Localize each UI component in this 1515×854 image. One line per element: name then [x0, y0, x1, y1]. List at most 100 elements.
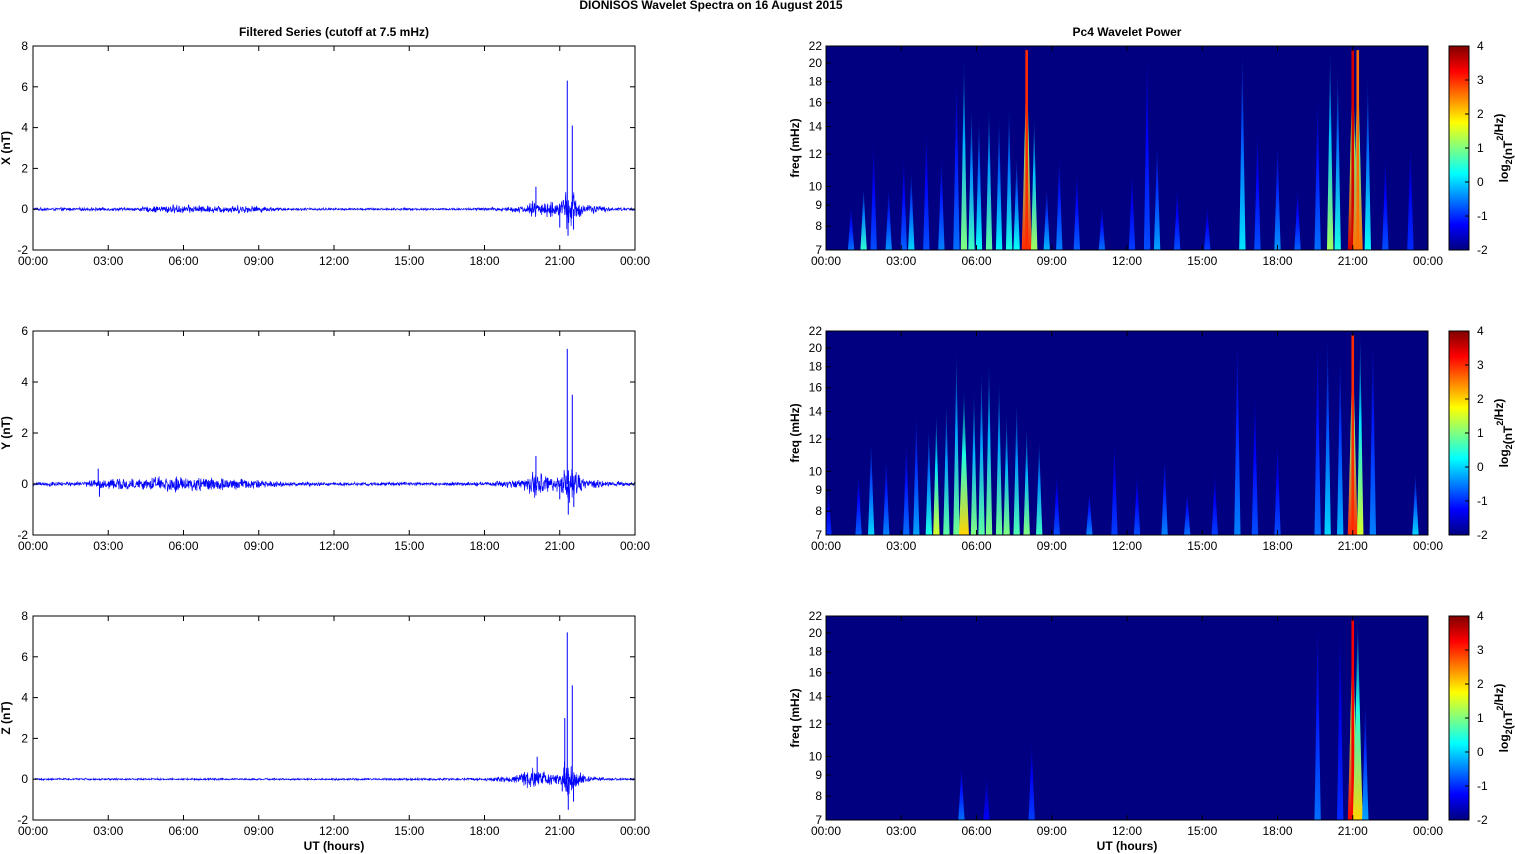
- z-series-ytick-label: 4: [21, 691, 28, 705]
- x-wavelet-streak: [995, 114, 1003, 250]
- x-wavelet-streak: [885, 186, 892, 250]
- x-wavelet-colorbar-label: log2(nT2/Hz): [1492, 114, 1515, 183]
- x-series-ytick-label: 8: [21, 39, 28, 53]
- x-wavelet-streak: [1005, 102, 1013, 250]
- y-wavelet-streaks: [826, 331, 1419, 535]
- x-wavelet-streak: [1173, 186, 1181, 250]
- y-wavelet-colorbar-label-part: /Hz): [1492, 399, 1506, 421]
- y-wavelet-colorbar-tick-label: -2: [1477, 528, 1488, 542]
- x-wavelet-streak: [953, 72, 960, 250]
- z-wavelet-streak: [1352, 616, 1363, 820]
- y-wavelet-ytick-label: 14: [809, 405, 823, 419]
- x-series-xtick-label: 15:00: [394, 254, 424, 268]
- x-wavelet-ytick-label: 8: [815, 219, 822, 233]
- z-wavelet-xtick-label: 21:00: [1338, 824, 1368, 838]
- y-series-xtick-label: 12:00: [319, 539, 349, 553]
- x-wavelet-colorbar-tick-label: 0: [1477, 175, 1484, 189]
- right-column-title: Pc4 Wavelet Power: [1073, 25, 1182, 39]
- z-wavelet-colorbar-label-part: log: [1497, 734, 1511, 752]
- x-wavelet-xtick-label: 00:00: [1413, 254, 1443, 268]
- y-wavelet-streak: [903, 438, 910, 535]
- x-wavelet-streak: [923, 126, 930, 250]
- x-wavelet-streak: [1294, 186, 1301, 250]
- z-series-panel: -2 0 2 4 6 8 00:00 03:00 06:00 09:00 12:00 15:00 18:…: [0, 609, 650, 853]
- x-wavelet-ytick-label: 20: [809, 56, 823, 70]
- x-wavelet-xtick-label: 09:00: [1037, 254, 1067, 268]
- y-wavelet-ytick-label: 9: [815, 483, 822, 497]
- x-wavelet-ytick-label: 14: [809, 120, 823, 134]
- y-wavelet-streak: [985, 357, 993, 535]
- y-wavelet-streak: [1314, 331, 1321, 535]
- x-wavelet-ytick-label: 16: [809, 96, 823, 110]
- z-wavelet-colorbar-label: log2(nT2/Hz): [1492, 684, 1515, 753]
- x-wavelet-xtick-label: 15:00: [1187, 254, 1217, 268]
- z-wavelet-ylabel: freq (mHz): [788, 688, 802, 747]
- x-series-panel: -2 0 2 4 6 8 00:00 03:00 06:00 09:00 12:00 15:00 18:…: [0, 39, 650, 268]
- z-wavelet-streak: [983, 775, 990, 820]
- x-wavelet-colorbar-label-part: /Hz): [1492, 114, 1506, 136]
- z-wavelet-xtick-label: 15:00: [1187, 824, 1217, 838]
- y-wavelet-colorbar-label-part: (nT: [1501, 425, 1515, 444]
- y-wavelet-streak: [933, 411, 940, 535]
- x-wavelet-streak: [975, 114, 983, 250]
- z-wavelet-ytick-label: 20: [809, 626, 823, 640]
- y-series-ylabel: Y (nT): [0, 416, 13, 450]
- x-wavelet-ytick-label: 10: [809, 179, 823, 193]
- y-wavelet-ytick-label: 10: [809, 464, 823, 478]
- figure-title: DIONISOS Wavelet Spectra on 16 August 20…: [579, 0, 843, 12]
- y-wavelet-streak: [855, 471, 862, 535]
- x-wavelet-streaks: [847, 46, 1414, 250]
- y-wavelet-xtick-label: 21:00: [1338, 539, 1368, 553]
- x-series-xtick-label: 00:00: [620, 254, 650, 268]
- y-series-ytick-label: 6: [21, 324, 28, 338]
- y-wavelet-streak: [925, 424, 933, 535]
- y-wavelet-streak: [1412, 471, 1419, 535]
- z-wavelet-ytick-label: 16: [809, 666, 823, 680]
- x-wavelet-streak: [847, 205, 855, 250]
- y-wavelet-streak: [1133, 471, 1141, 535]
- y-wavelet-xtick-label: 18:00: [1262, 539, 1292, 553]
- z-series-xtick-label: 18:00: [469, 824, 499, 838]
- y-wavelet-streak: [1013, 399, 1020, 535]
- x-wavelet-streak: [860, 186, 867, 250]
- y-wavelet-xtick-label: 00:00: [811, 539, 841, 553]
- y-wavelet-colorbar-tick-label: 2: [1477, 392, 1484, 406]
- x-series-xtick-label: 03:00: [93, 254, 123, 268]
- x-wavelet-xtick-label: 21:00: [1338, 254, 1368, 268]
- z-wavelet-colorbar-tick-label: 0: [1477, 745, 1484, 759]
- z-wavelet-xtick-label: 18:00: [1262, 824, 1292, 838]
- x-wavelet-streak: [1043, 186, 1050, 250]
- y-series-xtick-label: 09:00: [244, 539, 274, 553]
- z-series-ytick-label: 8: [21, 609, 28, 623]
- y-series-series-line: [33, 469, 635, 503]
- y-wavelet-colorbar-label: log2(nT2/Hz): [1492, 399, 1515, 468]
- z-wavelet-ytick-label: 7: [815, 813, 822, 827]
- y-wavelet-ylabel: freq (mHz): [788, 403, 802, 462]
- x-wavelet-streak: [1326, 46, 1334, 250]
- y-series-frame: [32, 330, 636, 536]
- y-series-xtick-label: 21:00: [545, 539, 575, 553]
- z-series-xtick-label: 03:00: [93, 824, 123, 838]
- y-wavelet-xtick-label: 12:00: [1112, 539, 1142, 553]
- z-wavelet-ytick-label: 10: [809, 749, 823, 763]
- y-wavelet-colorbar-label-part: 2: [1495, 421, 1505, 426]
- y-wavelet-streak: [1023, 424, 1030, 535]
- y-wavelet-colorbar-tick-label: -1: [1477, 494, 1488, 508]
- z-wavelet-ytick-label: 8: [815, 789, 822, 803]
- z-wavelet-background: [826, 616, 1428, 820]
- z-wavelet-colorbar-label-part: (nT: [1501, 710, 1515, 729]
- y-wavelet-streak: [1184, 490, 1191, 535]
- x-series-xtick-label: 18:00: [469, 254, 499, 268]
- x-wavelet-colorbar-tick-label: -1: [1477, 209, 1488, 223]
- y-wavelet-ytick-label: 12: [809, 432, 823, 446]
- y-wavelet-streak: [1086, 490, 1093, 535]
- z-wavelet-xtick-label: 06:00: [961, 824, 991, 838]
- x-wavelet-streak: [985, 102, 993, 250]
- y-wavelet-streak: [826, 490, 832, 535]
- y-series-xtick-label: 03:00: [93, 539, 123, 553]
- left-column-title: Filtered Series (cutoff at 7.5 mHz): [239, 25, 429, 39]
